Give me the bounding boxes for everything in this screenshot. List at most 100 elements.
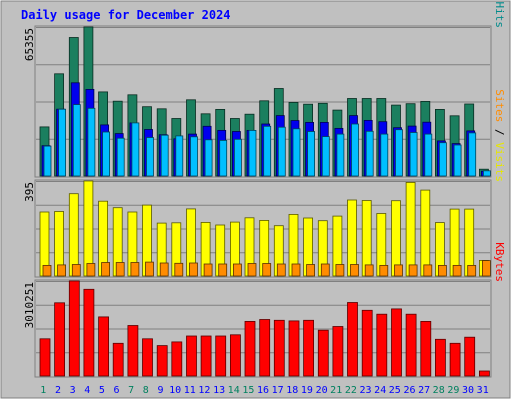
bar-visits-day-4 [83,180,94,277]
bar-sites-day-31 [481,260,491,277]
x-tick-label-day-11: 11 [184,385,196,396]
chart-title: Daily usage for December 2024 [21,8,231,22]
bar-kbytes-day-2 [54,302,65,377]
bar-sites-day-5 [101,262,110,277]
bar-sites-day-20 [320,263,330,277]
bar-kbytes-day-27 [420,320,432,377]
legend-text: Sites [493,89,506,122]
bar-sites-day-23 [364,264,374,277]
bar-kbytes-day-24 [376,313,388,377]
bar-sites-day-25 [394,264,403,277]
panel-visitors: 395 Sites / Visits [23,89,506,278]
chart-panels: 65355 Pages / Files / Hits 395 Sites / Visi… [23,0,506,378]
bar-pages-day-14 [233,138,242,177]
bar-pages-day-25 [395,129,403,177]
bar-kbytes-day-28 [434,338,446,377]
bar-visits-day-26 [405,181,416,277]
bar-kbytes-day-9 [156,345,168,377]
bar-pages-day-29 [453,144,462,177]
bar-kbytes-day-16 [259,319,271,377]
x-tick-label-day-26: 26 [403,385,415,396]
x-tick-label-day-14: 14 [228,385,240,396]
bar-pages-day-1 [43,145,52,177]
panel-visitors-legend-label: Sites / Visits [493,89,506,182]
bar-kbytes-day-18 [288,320,300,377]
bar-sites-day-12 [203,263,213,277]
x-tick-label-day-7: 7 [128,385,134,396]
x-tick-label-day-8: 8 [143,385,149,396]
bar-sites-day-15 [247,263,257,277]
bar-sites-day-16 [262,263,272,277]
bar-visits-day-3 [68,193,79,277]
bar-kbytes-day-21 [332,326,344,377]
x-tick-label-day-12: 12 [198,385,210,396]
bar-kbytes-day-26 [405,313,417,377]
bar-sites-day-18 [291,263,301,277]
x-tick-label-day-20: 20 [316,385,328,396]
x-tick-label-day-9: 9 [157,385,163,396]
x-tick-label-day-21: 21 [330,385,342,396]
panel-requests-ymax-label: 65355 [23,28,36,61]
bar-sites-day-30 [467,264,477,277]
panel-visitors-border [34,179,492,278]
panel-kbytes-ymax-label: 3010251 [23,282,36,328]
bar-pages-day-11 [190,136,198,177]
bar-sites-day-4 [86,263,96,277]
bar-pages-day-7 [131,122,140,177]
panel-kbytes-border [34,279,492,378]
bar-sites-day-26 [408,264,418,277]
x-tick-label-day-24: 24 [374,385,386,396]
x-tick-label-day-16: 16 [257,385,269,396]
x-tick-label-day-10: 10 [169,385,181,396]
bar-sites-day-13 [218,263,228,277]
x-tick-label-day-17: 17 [272,385,284,396]
bar-sites-day-11 [189,262,198,277]
bar-sites-day-10 [174,262,184,277]
bar-sites-day-27 [423,264,433,277]
panel-kbytes: 3010251 KBytes [23,242,506,378]
x-tick-label-day-27: 27 [418,385,430,396]
bar-sites-day-24 [379,264,389,277]
bar-sites-day-9 [159,262,169,277]
bar-kbytes-day-10 [171,341,183,377]
bar-kbytes-day-29 [449,342,461,377]
bar-pages-day-24 [380,133,389,177]
panel-kbytes-legend-label: KBytes [493,242,506,282]
legend-text: / [493,122,506,142]
bar-pages-day-22 [351,123,359,177]
bar-pages-day-17 [277,126,286,177]
bar-pages-day-12 [204,139,213,177]
bar-sites-day-29 [452,264,462,277]
bar-kbytes-day-25 [391,308,402,377]
bar-pages-day-5 [102,131,110,177]
bar-sites-day-2 [57,264,66,277]
bar-kbytes-day-7 [127,325,139,377]
bar-pages-day-16 [263,125,272,177]
bar-pages-day-19 [307,131,316,177]
bar-kbytes-day-12 [200,335,212,377]
bar-sites-day-21 [335,264,345,277]
bar-sites-day-1 [42,264,52,277]
x-tick-label-day-25: 25 [389,385,401,396]
x-tick-label-day-1: 1 [40,385,46,396]
bar-kbytes-day-3 [68,280,80,377]
x-tick-label-day-3: 3 [70,385,76,396]
bar-pages-day-28 [438,142,447,177]
bar-pages-day-10 [175,135,184,177]
x-tick-label-day-29: 29 [447,385,459,396]
bar-sites-day-3 [71,264,81,277]
bar-pages-day-27 [424,133,433,177]
bar-visits-day-27 [420,189,431,277]
panel-visitors-ymax-label: 395 [23,182,36,202]
bar-sites-day-6 [115,262,125,277]
panel-requests-border [34,25,492,178]
bar-sites-day-19 [306,264,316,277]
bar-kbytes-day-17 [273,319,285,377]
bar-kbytes-day-23 [361,309,373,377]
bar-sites-day-17 [276,263,286,277]
bar-pages-day-15 [248,129,257,177]
bar-pages-day-4 [87,107,96,177]
x-tick-label-day-2: 2 [55,385,61,396]
bar-kbytes-day-6 [112,342,124,377]
bar-kbytes-day-11 [186,335,197,377]
